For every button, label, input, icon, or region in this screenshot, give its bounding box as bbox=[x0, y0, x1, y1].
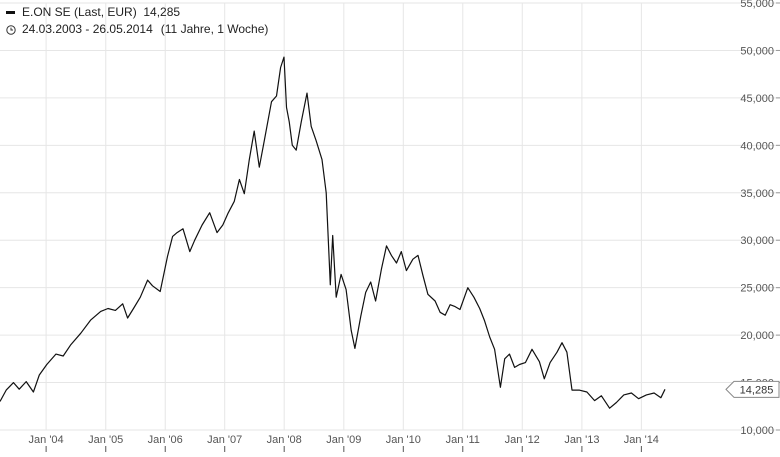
y-axis: 10,00015,00020,00025,00030,00035,00040,0… bbox=[740, 0, 780, 437]
y-tick-label: 45,000 bbox=[740, 93, 774, 105]
y-tick-label: 30,000 bbox=[740, 235, 774, 247]
legend-period: (11 Jahre, 1 Woche) bbox=[160, 22, 269, 36]
legend-date-range: 24.03.2003 - 26.05.2014 bbox=[22, 22, 153, 36]
y-tick-label: 35,000 bbox=[740, 188, 774, 200]
legend-series-row: E.ON SE (Last, EUR) 14,285 bbox=[6, 4, 268, 21]
x-tick-label: Jan '13 bbox=[564, 434, 599, 446]
x-tick-label: Jan '10 bbox=[386, 434, 421, 446]
x-tick-label: Jan '08 bbox=[267, 434, 302, 446]
x-tick-label: Jan '07 bbox=[207, 434, 242, 446]
last-value-badge-shape bbox=[725, 380, 780, 398]
last-value-badge: 14,285 bbox=[725, 380, 780, 398]
last-value-badge-text: 14,285 bbox=[740, 384, 774, 396]
x-axis: Jan '04 Jan '05 Jan '06 Jan '07 Jan '08 Jan '… bbox=[29, 434, 659, 452]
grid-lines bbox=[0, 2, 780, 431]
x-tick-label: Jan '12 bbox=[505, 434, 540, 446]
legend-last-value: 14,285 bbox=[143, 5, 181, 19]
price-line bbox=[0, 56, 666, 409]
x-tick-label: Jan '04 bbox=[29, 434, 64, 446]
legend-date-row: 24.03.2003 - 26.05.2014 (11 Jahre, 1 Woc… bbox=[6, 21, 268, 38]
y-tick-label: 50,000 bbox=[740, 45, 774, 57]
y-tick-label: 10,000 bbox=[740, 425, 774, 437]
series-swatch-icon bbox=[6, 11, 15, 14]
x-tick-label: Jan '06 bbox=[148, 434, 183, 446]
x-tick-label: Jan '11 bbox=[446, 434, 480, 446]
y-tick-label: 25,000 bbox=[740, 283, 774, 295]
chart-legend: E.ON SE (Last, EUR) 14,285 24.03.2003 - … bbox=[6, 4, 268, 38]
legend-series-name: E.ON SE (Last, EUR) bbox=[22, 5, 137, 19]
y-tick-label: 20,000 bbox=[740, 330, 774, 342]
y-tick-label: 40,000 bbox=[740, 140, 774, 152]
clock-icon bbox=[6, 24, 16, 35]
x-tick-label: Jan '05 bbox=[88, 434, 123, 446]
x-tick-label: Jan '09 bbox=[326, 434, 361, 446]
x-tick-label: Jan '14 bbox=[624, 434, 659, 446]
y-tick-label: 55,000 bbox=[740, 0, 774, 10]
